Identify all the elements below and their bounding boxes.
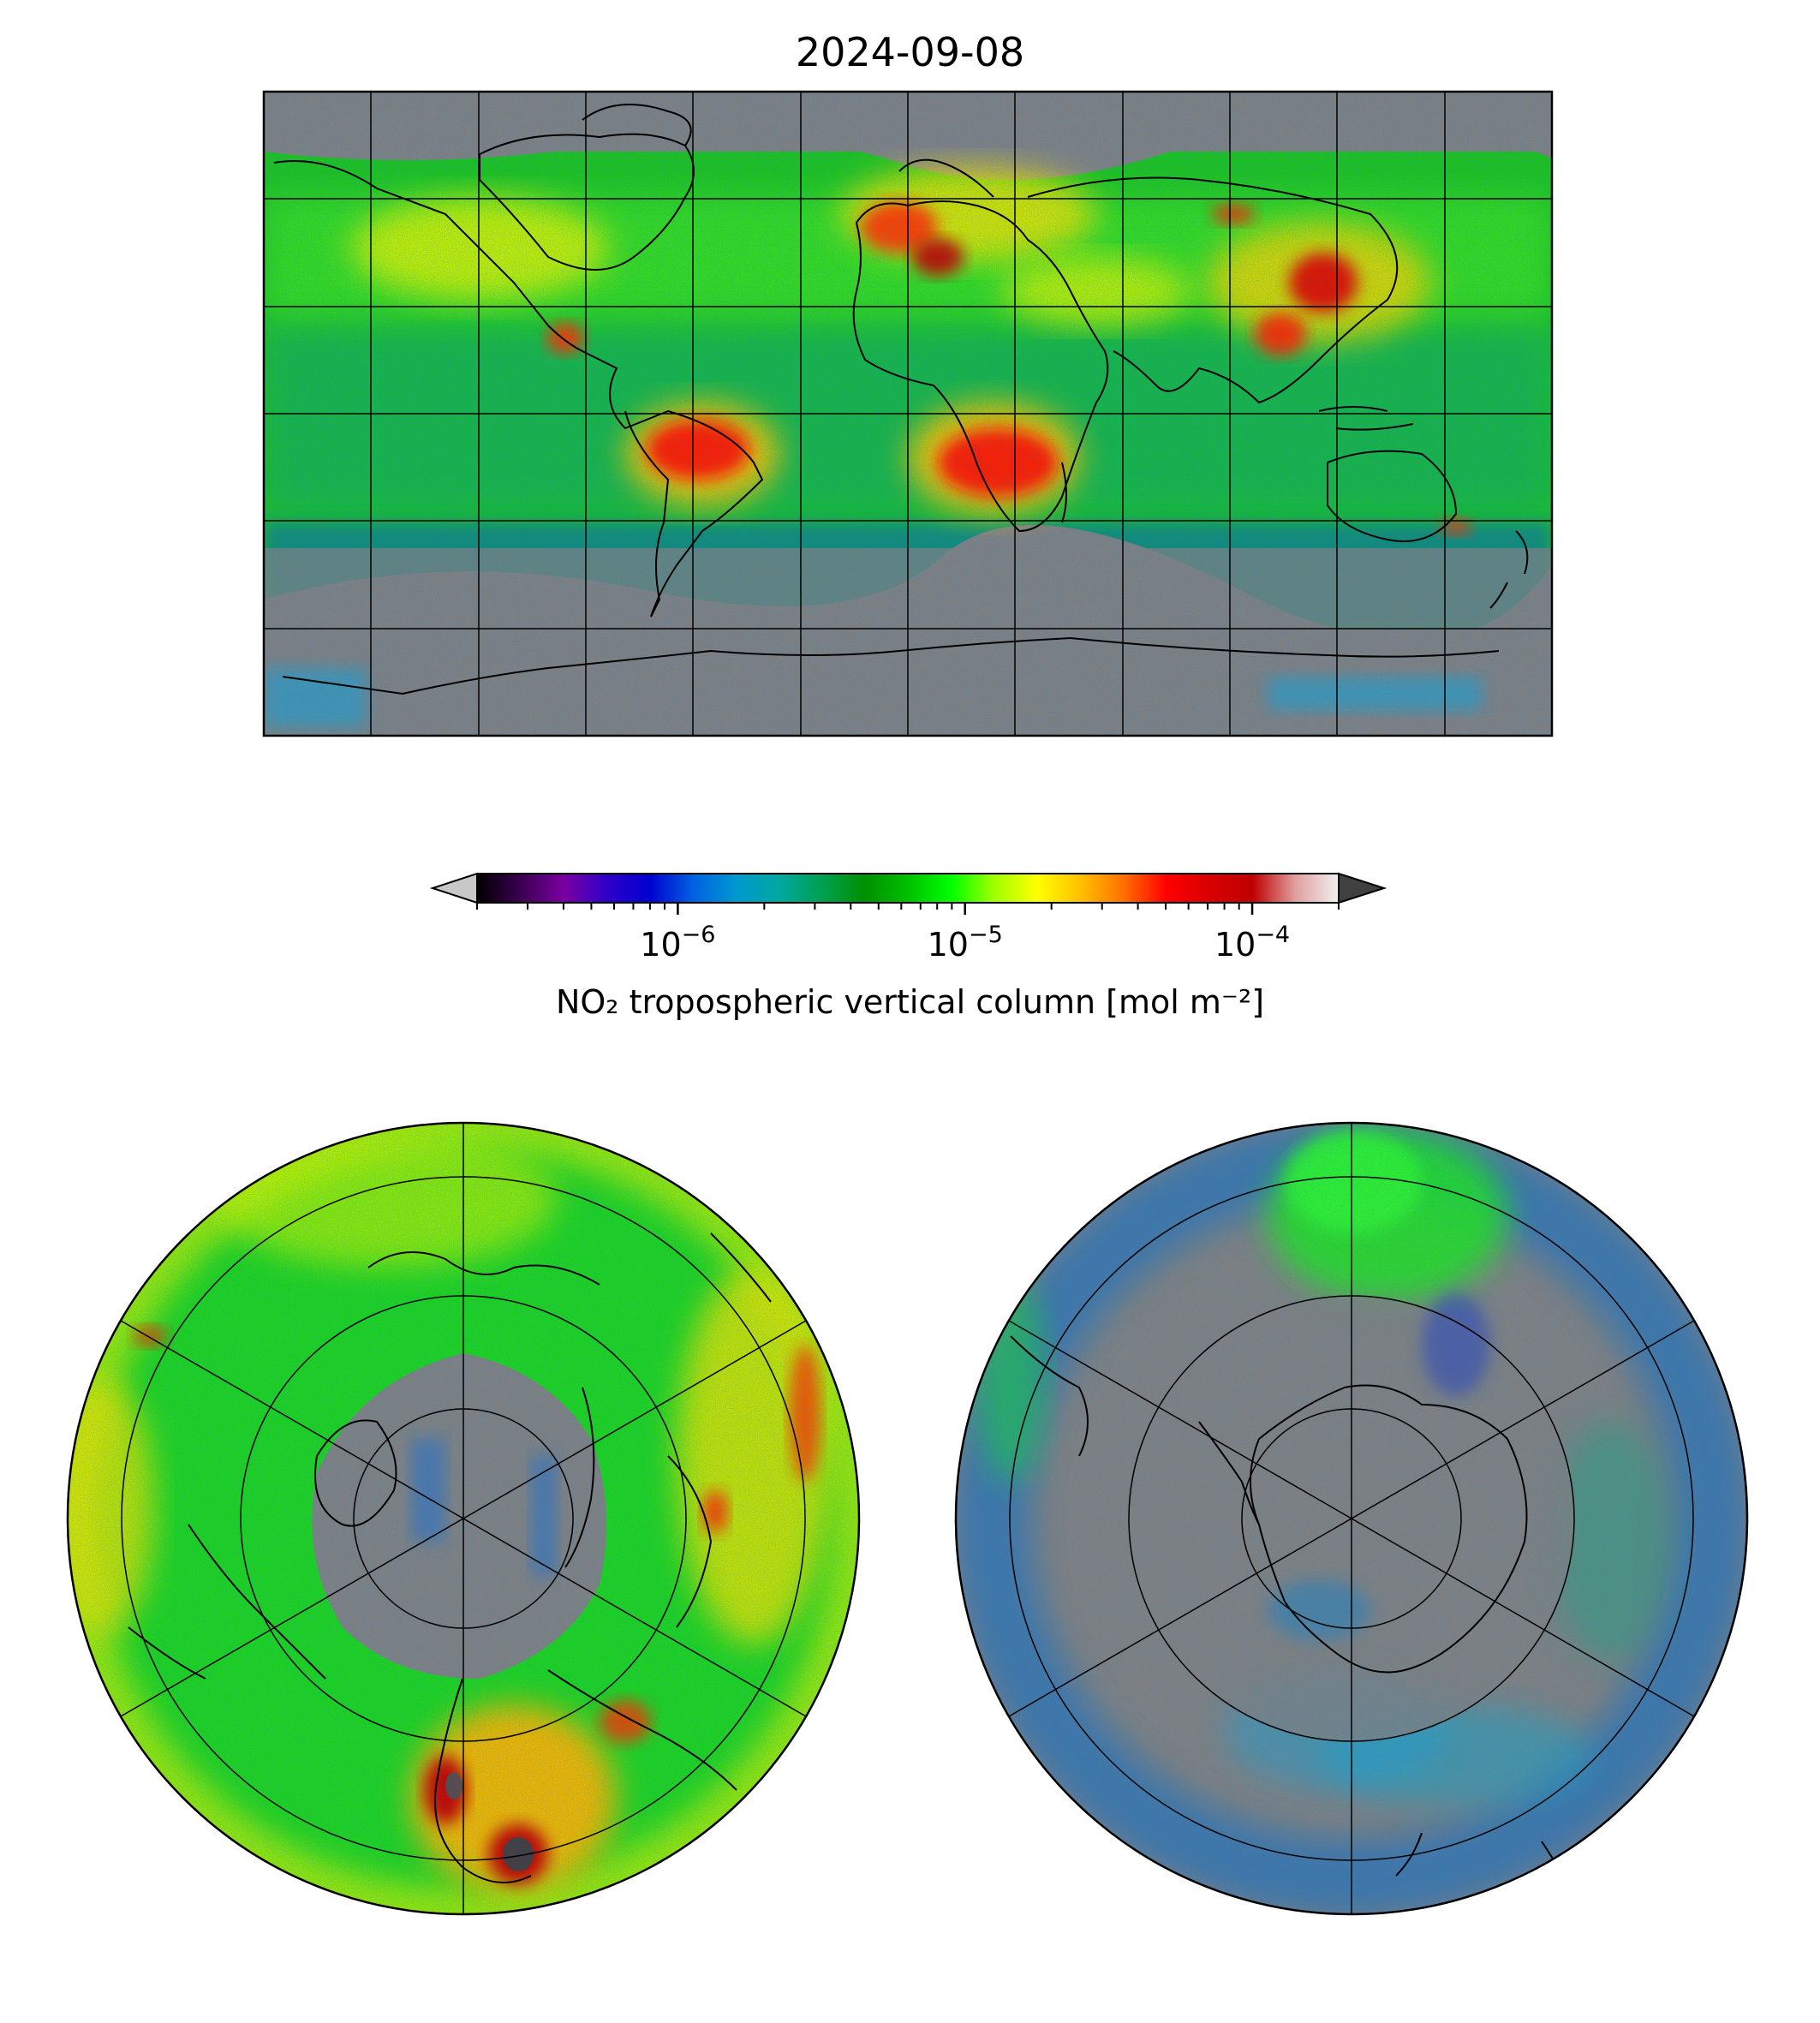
colorbar-label: NO₂ tropospheric vertical column [mol m⁻…	[555, 983, 1265, 1021]
colorbar-tick-label: 10−6	[640, 922, 715, 964]
global-coastlines	[273, 104, 1529, 695]
global-gridlines	[264, 92, 1552, 736]
colorbar-ticks: 10−6 10−5 10−4	[476, 903, 1340, 964]
north-polar-gridlines	[120, 1123, 807, 1914]
global-map-panel	[262, 90, 1554, 737]
colorbar-tick-label: 10−5	[928, 922, 1003, 964]
south-polar-frame	[954, 1121, 1749, 1916]
south-polar-gridlines	[1008, 1123, 1695, 1914]
north-polar-coastlines	[128, 1232, 772, 1883]
colorbar-tick-label: 10−4	[1214, 922, 1290, 964]
colorbar-frame	[476, 873, 1340, 904]
colorbar-body	[477, 874, 1339, 903]
global-map-frame	[262, 90, 1554, 737]
colorbar: 10−6 10−5 10−4	[429, 872, 1387, 964]
south-polar-panel	[954, 1121, 1749, 1916]
colorbar-over-extension	[1338, 872, 1387, 904]
figure-title: 2024-09-08	[795, 29, 1025, 75]
north-polar-panel	[66, 1121, 861, 1916]
colorbar-under-extension	[429, 872, 478, 904]
south-polar-coastlines	[1010, 1335, 1568, 1885]
north-polar-frame	[66, 1121, 861, 1916]
